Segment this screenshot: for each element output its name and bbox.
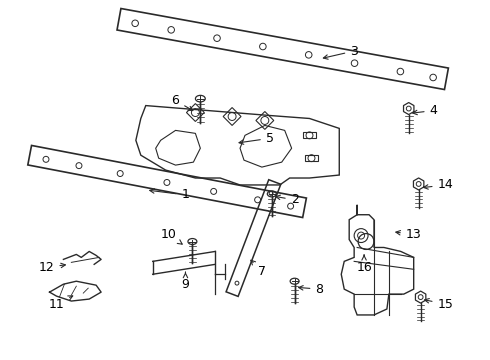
Text: 5: 5 xyxy=(239,132,274,145)
Text: 15: 15 xyxy=(424,297,453,311)
Text: 10: 10 xyxy=(161,228,182,244)
Text: 8: 8 xyxy=(298,283,323,296)
Text: 11: 11 xyxy=(49,296,73,311)
Text: 9: 9 xyxy=(181,272,190,291)
Text: 1: 1 xyxy=(150,188,190,201)
Text: 12: 12 xyxy=(39,261,65,274)
Text: 6: 6 xyxy=(172,94,193,111)
Text: 2: 2 xyxy=(276,193,298,206)
Text: 14: 14 xyxy=(424,179,453,192)
Text: 3: 3 xyxy=(323,45,358,59)
Text: 16: 16 xyxy=(356,255,372,274)
Text: 4: 4 xyxy=(413,104,438,117)
Text: 13: 13 xyxy=(396,228,421,241)
Text: 7: 7 xyxy=(251,260,266,278)
